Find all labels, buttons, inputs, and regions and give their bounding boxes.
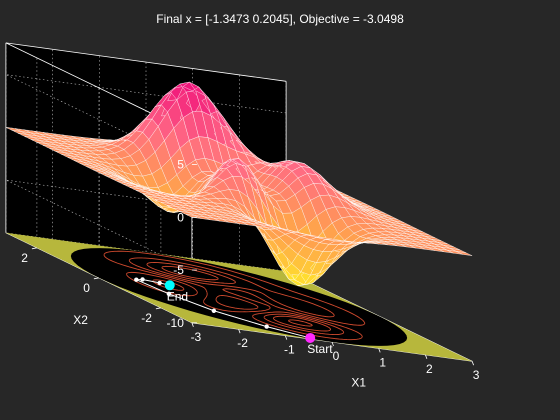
x-tick-mark [285,336,287,340]
path-point [140,277,144,281]
x-axis-label: X1 [351,375,366,389]
z-tick-label: 0 [177,210,184,224]
z-tick-label: -10 [167,316,185,330]
z-tick-label: 5 [177,158,184,172]
x-tick-mark [239,329,241,333]
chart-title: Final x = [-1.3473 0.2045], Objective = … [156,12,404,26]
start-label: Start [307,342,333,356]
x-tick-label: 1 [379,355,386,369]
z-tick-label: -5 [173,263,184,277]
y-tick-label: 0 [83,281,90,295]
x-tick-label: -3 [191,330,202,344]
y-tick-mark [94,278,99,279]
x-tick-label: -2 [237,336,248,350]
x-tick-label: 0 [333,349,340,363]
x-tick-mark [425,355,427,359]
y-tick-label: 2 [21,251,28,265]
x-tick-mark [472,361,474,365]
path-point [212,309,216,313]
y-tick-mark [32,248,37,249]
y-tick-label: -2 [141,311,152,325]
x-tick-mark [379,348,381,352]
x-tick-label: 2 [426,362,433,376]
x-tick-label: 3 [473,368,480,382]
path-point [265,324,269,328]
x-tick-label: -1 [284,343,295,357]
end-label: End [167,289,188,303]
path-point [134,278,138,282]
x-tick-mark [192,323,194,327]
y-tick-mark [156,308,161,309]
path-point [157,281,161,285]
y-axis-label: X2 [73,313,88,327]
